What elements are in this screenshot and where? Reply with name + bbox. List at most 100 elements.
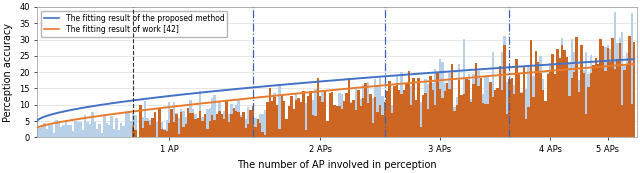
Bar xyxy=(99,124,101,137)
Bar xyxy=(79,122,82,137)
Bar xyxy=(530,40,532,137)
Bar xyxy=(348,78,350,137)
Bar xyxy=(372,122,374,137)
Bar xyxy=(415,103,417,137)
Bar xyxy=(195,119,196,137)
Bar xyxy=(376,86,379,137)
Bar xyxy=(501,90,504,137)
Bar xyxy=(449,73,451,137)
Bar xyxy=(86,122,89,137)
Bar xyxy=(456,105,458,137)
Bar xyxy=(486,104,489,137)
Bar xyxy=(403,104,405,137)
Bar xyxy=(537,75,540,137)
Bar xyxy=(580,45,582,137)
Bar xyxy=(479,78,482,137)
Bar xyxy=(300,102,302,137)
Bar xyxy=(398,90,401,137)
Bar xyxy=(383,101,386,137)
Bar xyxy=(412,84,415,137)
Bar xyxy=(127,111,129,137)
Bar xyxy=(429,113,431,137)
Bar xyxy=(321,90,324,137)
Bar xyxy=(261,132,264,137)
Bar xyxy=(578,80,580,137)
Bar xyxy=(446,83,449,137)
Bar xyxy=(573,72,575,137)
Bar xyxy=(360,99,362,137)
Bar xyxy=(44,123,45,137)
Bar xyxy=(309,107,312,137)
Bar xyxy=(314,116,317,137)
Bar xyxy=(468,74,470,137)
Bar xyxy=(266,102,269,137)
Bar xyxy=(48,125,51,137)
Bar xyxy=(309,91,312,137)
Bar xyxy=(343,107,346,137)
Bar xyxy=(621,106,623,137)
Bar xyxy=(408,71,410,137)
Bar xyxy=(504,36,506,137)
Bar xyxy=(324,91,326,137)
Bar xyxy=(151,133,154,137)
Legend: The fitting result of the proposed method, The fitting result of work [42]: The fitting result of the proposed metho… xyxy=(41,11,227,37)
Bar xyxy=(247,124,250,137)
Bar xyxy=(317,130,319,137)
Bar xyxy=(122,126,125,137)
Bar xyxy=(547,73,549,137)
Bar xyxy=(252,121,254,137)
Bar xyxy=(53,133,55,137)
Bar xyxy=(573,52,575,137)
Bar xyxy=(616,59,618,137)
Bar xyxy=(592,82,595,137)
Bar xyxy=(415,100,417,137)
Bar xyxy=(489,82,492,137)
Bar xyxy=(218,111,221,137)
Bar xyxy=(182,111,185,137)
Bar xyxy=(180,109,182,137)
Bar xyxy=(523,77,525,137)
Bar xyxy=(518,73,520,137)
Bar xyxy=(103,116,106,137)
Bar xyxy=(51,125,53,137)
Bar xyxy=(458,64,460,137)
Bar xyxy=(554,74,556,137)
Bar xyxy=(417,78,420,137)
Bar xyxy=(489,83,492,137)
Bar xyxy=(604,47,607,137)
Bar xyxy=(154,112,156,137)
Bar xyxy=(185,124,187,137)
Bar xyxy=(257,119,259,137)
Bar xyxy=(436,97,439,137)
Bar xyxy=(307,122,309,137)
Bar xyxy=(230,114,233,137)
Bar xyxy=(470,102,472,137)
Bar xyxy=(269,88,271,137)
Bar xyxy=(364,92,367,137)
Bar xyxy=(494,104,496,137)
Bar xyxy=(618,38,621,137)
Bar xyxy=(326,121,328,137)
Bar xyxy=(453,107,456,137)
Bar xyxy=(292,118,295,137)
Bar xyxy=(196,120,199,137)
Bar xyxy=(367,82,369,137)
Bar xyxy=(595,88,597,137)
Bar xyxy=(527,107,530,137)
Bar xyxy=(189,113,192,137)
Bar xyxy=(559,68,561,137)
Bar xyxy=(288,117,290,137)
Bar xyxy=(520,93,523,137)
Bar xyxy=(214,120,216,137)
Bar xyxy=(527,65,530,137)
Bar xyxy=(204,121,206,137)
Bar xyxy=(588,87,590,137)
Bar xyxy=(417,130,420,137)
Bar xyxy=(401,94,403,137)
Bar xyxy=(475,63,477,137)
Bar xyxy=(92,112,93,137)
Bar xyxy=(233,111,235,137)
Bar xyxy=(266,112,269,137)
Bar xyxy=(225,101,228,137)
Bar xyxy=(340,109,343,137)
